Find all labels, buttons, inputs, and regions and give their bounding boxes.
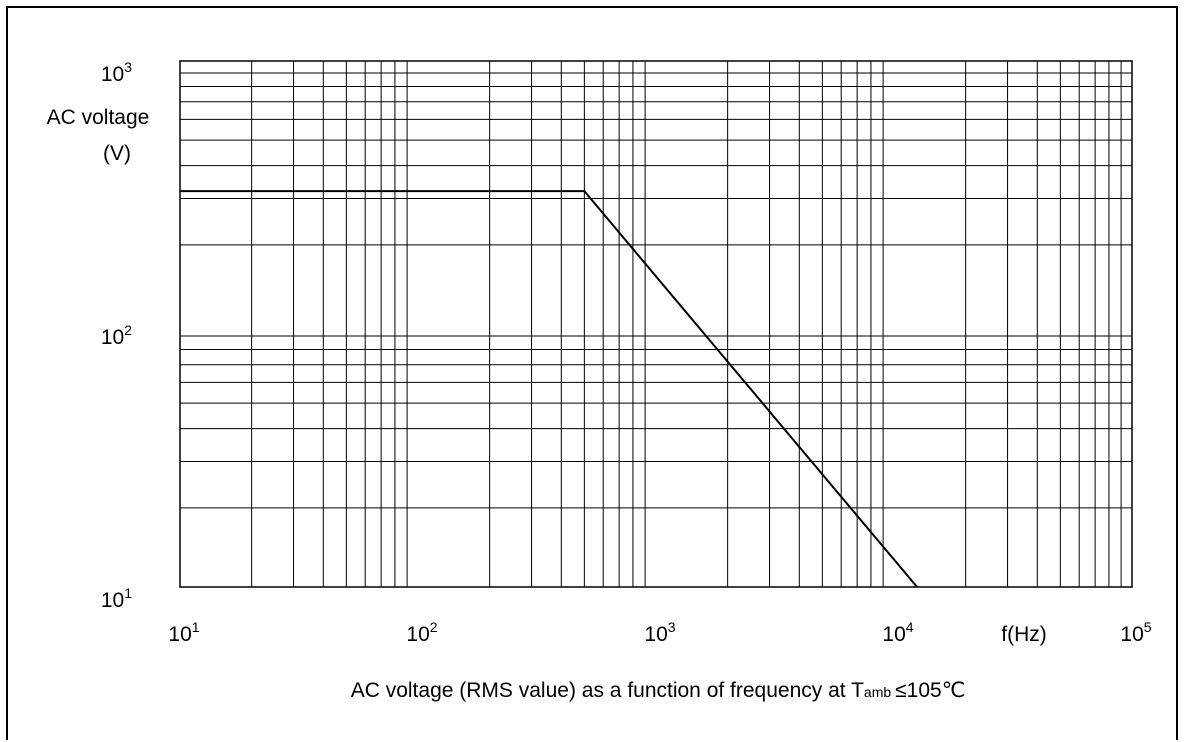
- tick-labels: 101 102 103 104 105 101 102 103: [101, 59, 1152, 646]
- y-tick-label: 102: [101, 322, 132, 349]
- caption-condition: ≤105℃: [895, 679, 965, 702]
- chart-frame: [6, 6, 1178, 740]
- plot-area-border: [179, 60, 1133, 588]
- x-tick-label: 102: [406, 619, 437, 646]
- grid: [179, 60, 1133, 588]
- x-axis-label: f(Hz): [1001, 623, 1047, 646]
- x-tick-label: 105: [1120, 619, 1151, 646]
- chart-caption: AC voltage (RMS value) as a function of …: [351, 679, 966, 702]
- y-tick-label: 103: [101, 59, 132, 86]
- caption-main: AC voltage (RMS value) as a function of …: [351, 679, 864, 702]
- x-tick-label: 101: [168, 619, 199, 646]
- x-tick-label: 104: [882, 619, 913, 646]
- y-tick-label: 101: [101, 585, 132, 612]
- caption-subscript: amb: [864, 684, 891, 700]
- y-axis-label-line1: AC voltage: [47, 106, 150, 129]
- series: [180, 190, 918, 588]
- series-line: [180, 190, 918, 588]
- x-tick-label: 103: [644, 619, 675, 646]
- y-axis-label-line2: (V): [103, 142, 131, 165]
